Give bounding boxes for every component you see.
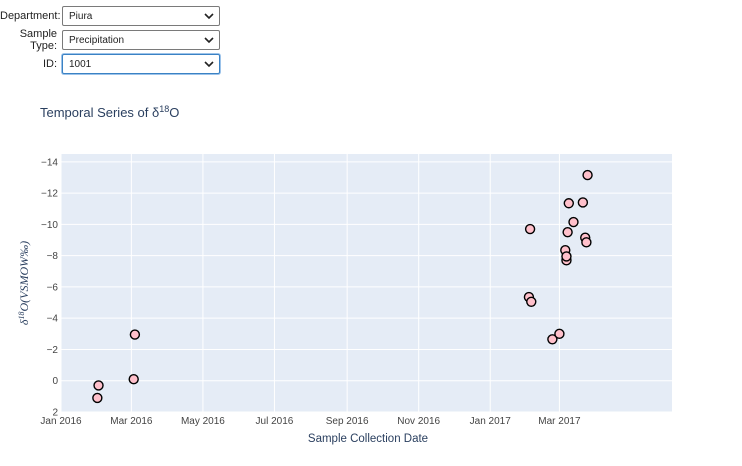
plot-area <box>61 154 672 412</box>
chart-title: Temporal Series of δ18O <box>40 104 179 120</box>
data-point[interactable] <box>563 198 574 209</box>
y-tick-label: 2 <box>52 408 58 419</box>
x-tick-label: Mar 2016 <box>110 416 153 427</box>
department-value: Piura <box>69 10 93 22</box>
chevron-down-icon <box>203 58 215 70</box>
y-tick-label: −2 <box>47 345 59 356</box>
data-point[interactable] <box>128 373 139 385</box>
y-tick-label: −8 <box>47 251 59 262</box>
x-tick-label: Nov 2016 <box>397 416 440 427</box>
y-tick-label: −4 <box>47 314 59 325</box>
x-tick-labels: Jan 2016 Mar 2016 May 2016 Jul 2016 Sep 2016… <box>40 416 581 427</box>
data-point[interactable] <box>582 169 593 181</box>
y-axis-title: δ18O(VSMOW‰) <box>17 241 31 325</box>
data-point[interactable] <box>577 197 589 208</box>
x-tick-label: May 2016 <box>181 416 225 427</box>
data-point[interactable] <box>93 380 104 391</box>
id-value: 1001 <box>69 58 92 70</box>
data-point[interactable] <box>92 392 103 404</box>
data-point[interactable] <box>562 226 573 238</box>
data-point[interactable] <box>524 223 536 235</box>
x-tick-label: Jul 2016 <box>256 416 294 427</box>
data-point[interactable] <box>568 216 579 228</box>
grid-layer <box>60 154 672 413</box>
chevron-down-icon <box>203 10 215 22</box>
id-dropdown[interactable]: 1001 <box>62 54 220 74</box>
y-tick-labels: −14 −12 −10 −8 −6 −4 −2 0 2 <box>41 157 58 418</box>
id-label: ID: <box>42 58 57 70</box>
data-points <box>92 169 593 404</box>
y-tick-label: −12 <box>41 189 58 200</box>
department-dropdown[interactable]: Piura <box>62 6 220 26</box>
data-point[interactable] <box>547 334 558 345</box>
data-point[interactable] <box>561 251 572 262</box>
data-point[interactable] <box>554 328 565 340</box>
data-point[interactable] <box>526 296 537 307</box>
sample-type-dropdown[interactable]: Precipitation <box>62 30 220 50</box>
sample-type-filter: Sample Type: Precipitation <box>0 28 220 52</box>
x-tick-label: Sep 2016 <box>326 416 369 427</box>
y-tick-label: −10 <box>41 220 58 231</box>
department-label: Department: <box>0 10 61 22</box>
sample-type-value: Precipitation <box>69 34 125 46</box>
x-axis-title: Sample Collection Date <box>308 433 428 445</box>
sample-type-label: Sample Type: <box>19 28 57 52</box>
x-tick-label: Jan 2016 <box>40 416 82 427</box>
department-filter: Department: Piura <box>0 6 220 26</box>
data-point[interactable] <box>581 237 592 248</box>
id-filter: ID: 1001 <box>0 54 220 74</box>
chevron-down-icon <box>203 34 215 46</box>
y-tick-label: 0 <box>52 376 58 387</box>
y-tick-label: −6 <box>47 282 59 293</box>
x-tick-label: Mar 2017 <box>538 416 581 427</box>
y-tick-label: −14 <box>41 157 58 168</box>
x-tick-label: Jan 2017 <box>470 416 512 427</box>
data-point[interactable] <box>129 329 141 340</box>
